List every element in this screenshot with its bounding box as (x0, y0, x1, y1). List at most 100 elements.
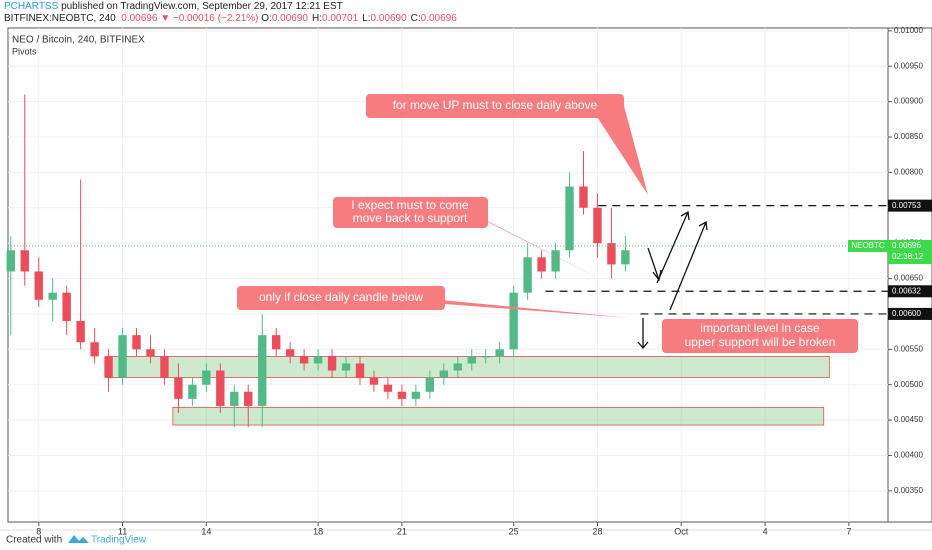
candle-body (244, 391, 253, 406)
symbol-badge (848, 239, 888, 252)
y-tick-label: 0.01000 (894, 26, 923, 35)
level-badge-text: 0.00632 (892, 286, 921, 295)
candle-body (537, 257, 546, 272)
candle-body (439, 370, 448, 378)
frame (7, 27, 932, 523)
candle-body (230, 391, 239, 406)
x-tick-label: 28 (592, 526, 602, 536)
ohlc-key: O: (261, 13, 272, 24)
y-tick-label: 0.00800 (894, 167, 923, 176)
candle-body (397, 391, 407, 399)
callout (333, 197, 488, 228)
callout (662, 319, 858, 353)
candle-body (355, 363, 365, 378)
change: ▼ −0.00016 (−2.21%) (160, 13, 259, 24)
callout (366, 94, 624, 118)
candle-body (118, 335, 127, 378)
level-badge (888, 199, 932, 212)
logo (68, 535, 89, 543)
ohlc-key: C: (410, 13, 421, 24)
candle-body (258, 335, 267, 406)
callout-text: for move UP must to close daily above (393, 98, 598, 112)
candle-body (76, 321, 85, 343)
ohlc-key: H: (312, 13, 322, 24)
y-tick-label: 0.00950 (894, 61, 923, 70)
candle-body (425, 377, 435, 392)
candle-body (565, 186, 574, 251)
candle-body (551, 250, 560, 272)
candle-body (132, 335, 141, 350)
candle-body (299, 356, 309, 364)
author[interactable]: PCHARTSS (4, 1, 59, 12)
arrow (669, 220, 708, 311)
symbol-badge-text: NEOBTC (851, 241, 885, 250)
y-tick-label: 0.00900 (894, 97, 923, 106)
callout-text: only if close daily candle below (259, 290, 423, 304)
candle-body (202, 370, 211, 385)
candle-body (285, 349, 295, 357)
x-tick-label: Oct (674, 526, 689, 536)
candle-body (146, 349, 155, 357)
candle-body (481, 356, 490, 358)
y-tick-label: 0.00850 (894, 132, 923, 141)
footer-created: Created with (6, 535, 62, 546)
x-tick-label: 8 (36, 526, 41, 536)
candle-body (160, 356, 169, 378)
candle-body (383, 384, 393, 392)
published: published on TradingView.com, September … (61, 1, 343, 12)
x-tick-label: 7 (846, 526, 851, 536)
chart-title: NEO / Bitcoin, 240, BITFINEX (12, 35, 145, 46)
level-badge-text: 0.00753 (892, 201, 921, 210)
callout-pointer (470, 212, 612, 285)
y-tick-label: 0.00450 (894, 415, 923, 424)
candle-body (6, 250, 15, 272)
y-tick-label: 0.00400 (894, 451, 923, 460)
ohlc-value: 0.00696 (420, 13, 457, 24)
y-tick-label: 0.00350 (894, 486, 923, 495)
candle-body (174, 377, 183, 399)
x-tick-label: 4 (763, 526, 768, 536)
candle-body (272, 335, 281, 350)
arrows (637, 210, 708, 350)
arrow (637, 318, 649, 350)
candle-body (188, 384, 197, 399)
candle-body (607, 243, 616, 265)
header-line: PCHARTSS published on TradingView.com, S… (4, 1, 343, 12)
ohlc-value: 0.00701 (322, 13, 359, 24)
callout-pointer (420, 298, 630, 318)
ohlc-value: 0.00690 (370, 13, 407, 24)
zone (172, 406, 825, 426)
candle-body (579, 186, 588, 208)
callout-pointer (590, 106, 648, 195)
footer-brand[interactable]: TradingView (91, 535, 147, 546)
candle-body (62, 292, 71, 322)
indicator: Pivots (12, 46, 37, 56)
callout-text: upper support will be broken (685, 335, 836, 349)
candle-body (313, 356, 323, 364)
x-tick-label: 14 (201, 526, 211, 536)
y-tick-label: 0.00650 (894, 274, 923, 283)
candle-body (20, 250, 29, 272)
x-tick-label: 21 (397, 526, 407, 536)
y-tick-label: 0.00500 (894, 380, 923, 389)
candle-body (523, 257, 532, 293)
candle-body (90, 342, 99, 357)
arrow (647, 247, 662, 282)
level-badge (888, 307, 932, 320)
candle-body (495, 349, 504, 357)
price-badge (888, 239, 932, 264)
x-tick-label: 18 (313, 526, 323, 536)
x-tick-label: 25 (509, 526, 519, 536)
ohlc-value: 0.00690 (271, 13, 308, 24)
candle-body (593, 207, 602, 244)
level-badge (888, 285, 932, 298)
price-badge-text: 0.00696 (892, 241, 921, 250)
ohlc: O:0.00690 H:0.00701 L:0.00690 C:0.00696 (261, 13, 461, 24)
candle-body (34, 271, 43, 300)
ohlc-key: L: (362, 13, 371, 24)
callout-text: move back to support (353, 211, 468, 225)
last: 0.00696 (121, 13, 158, 24)
candle-body (453, 363, 462, 371)
candle-body (369, 377, 379, 385)
